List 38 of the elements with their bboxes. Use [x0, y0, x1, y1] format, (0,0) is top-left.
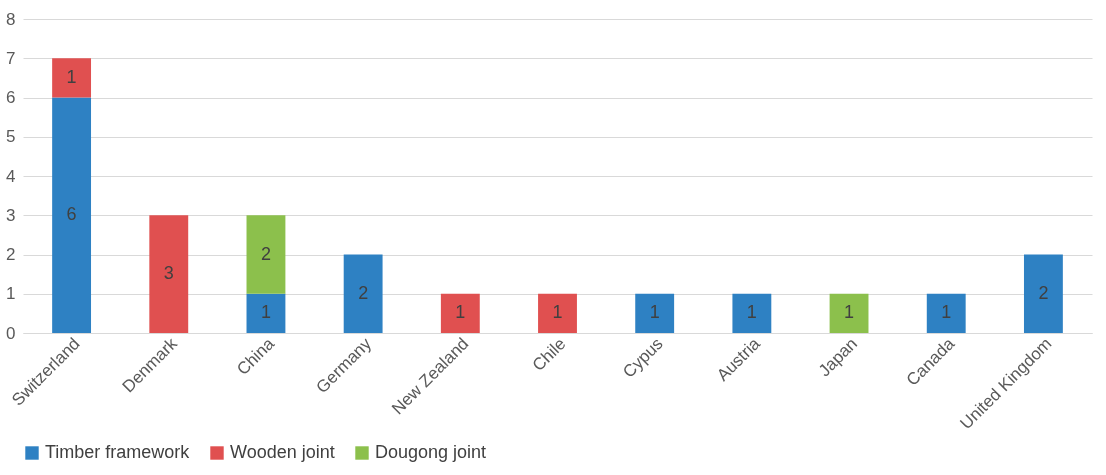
data-label: 1 [260, 302, 271, 323]
bar [343, 254, 383, 333]
data-label: 1 [66, 66, 77, 87]
bar [1023, 254, 1063, 333]
data-label: 1 [649, 302, 660, 323]
bar [635, 293, 675, 333]
y-tick-label: 0 [6, 323, 16, 343]
data-label: 1 [844, 302, 855, 323]
data-label: 1 [941, 302, 952, 323]
data-label: 3 [163, 263, 174, 284]
data-label: 1 [552, 302, 563, 323]
y-tick-label: 3 [6, 205, 16, 225]
legend-label: Wooden joint [230, 442, 335, 462]
data-label: 1 [455, 302, 466, 323]
bar [246, 215, 286, 294]
bar [829, 293, 869, 333]
bar [52, 58, 92, 98]
data-label: 2 [1038, 282, 1049, 303]
y-tick-label: 6 [6, 88, 16, 107]
data-label: 6 [66, 204, 77, 225]
y-tick-label: 5 [6, 127, 16, 147]
y-tick-label: 2 [6, 245, 16, 264]
y-tick-label: 1 [6, 284, 16, 304]
bar [246, 293, 286, 333]
data-label: 2 [260, 243, 271, 264]
bar [440, 293, 480, 333]
y-tick-label: 8 [6, 9, 16, 29]
bar [149, 215, 189, 333]
bar [52, 97, 92, 333]
y-tick-label: 4 [6, 166, 16, 186]
bar [538, 293, 577, 333]
bar [732, 293, 772, 333]
data-label: 1 [746, 302, 757, 323]
data-label: 2 [358, 282, 369, 303]
y-tick-label: 7 [6, 48, 16, 68]
legend-label: Timber framework [45, 442, 191, 462]
legend-label: Dougong joint [375, 442, 487, 462]
bar [926, 293, 966, 333]
